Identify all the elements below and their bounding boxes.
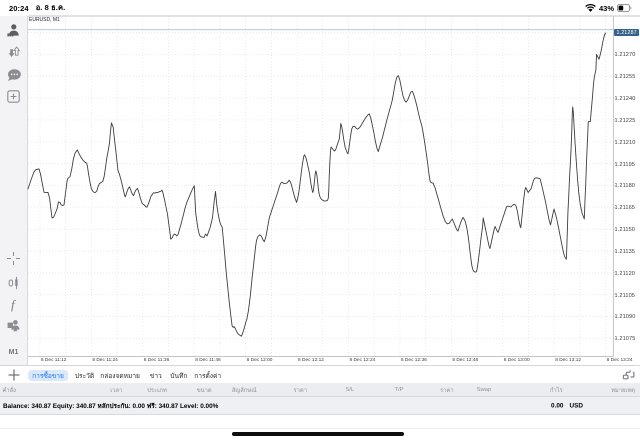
chart-type-icon[interactable] (0, 275, 27, 291)
price-axis-label: 1.21105 (614, 292, 636, 299)
price-axis-label: 1.21195 (614, 161, 636, 168)
time-axis-label: 8 Dec 11:36 (143, 357, 170, 363)
sidebar-toolbar: f M1 (0, 16, 28, 365)
column-header[interactable]: คำสั่ง (2, 387, 17, 394)
tab-history[interactable]: ประวัติ (74, 372, 95, 380)
clock-time: 20:24 (9, 3, 29, 13)
bottom-tab-bar: การซื้อขาย ประวัติ กล่องจดหมาย ข่าว บันทึก กา… (0, 365, 640, 383)
home-indicator[interactable] (232, 431, 404, 436)
chart-symbol-label: EURUSD, M1 (29, 16, 60, 23)
price-axis-label: 1.21090 (614, 314, 636, 321)
price-axis-label: 1.21225 (614, 117, 636, 124)
time-axis-label: 8 Dec 12:12 (298, 357, 324, 363)
price-axis-label: 1.21150 (614, 227, 636, 234)
tab-journal[interactable]: บันทึก (170, 372, 188, 380)
status-date: อ. 8 ธ.ค. (35, 3, 66, 12)
messages-icon[interactable] (0, 66, 27, 84)
price-axis-label: 1.21165 (614, 205, 636, 212)
tab-mailbox[interactable]: กล่องจดหมาย (100, 372, 140, 380)
battery-icon (617, 4, 632, 12)
price-axis-label: 1.21180 (614, 183, 636, 190)
profit-value: 0.00 (551, 402, 564, 409)
price-axis-label: 1.21210 (614, 139, 636, 146)
price-axis-label: 1.21135 (614, 248, 636, 255)
price-axis-label: 1.21120 (614, 270, 636, 277)
column-header[interactable]: ประเภท (147, 387, 167, 394)
time-axis-label: 8 Dec 12:00 (246, 357, 273, 363)
svg-text:f: f (11, 297, 17, 312)
current-price-badge: 1.21287 (613, 29, 640, 37)
column-header[interactable]: ราคา (440, 387, 454, 394)
timeframe-button[interactable]: M1 (0, 345, 27, 359)
column-header[interactable]: Swap (476, 386, 492, 393)
orders-table-header: คำสั่ง เวลา ประเภท ขนาด สัญลักษณ์ ราคา S/L T/P ร… (0, 383, 640, 397)
sort-button[interactable] (622, 369, 635, 381)
account-summary-bar: Balance: 340.87 Equity: 340.87 หลักประกั… (0, 397, 640, 415)
tab-trade[interactable]: การซื้อขาย (28, 369, 68, 381)
battery-percent: 43% (598, 3, 614, 13)
column-header[interactable]: หมายเหตุ (611, 387, 635, 394)
price-axis-label: 1.21075 (614, 336, 636, 343)
timeframe-label: M1 (8, 348, 19, 356)
column-header[interactable]: ราคา (293, 387, 308, 394)
price-axis-label: 1.21270 (614, 52, 636, 59)
price-axis-label: 1.21255 (614, 74, 636, 81)
column-header[interactable]: สัญลักษณ์ (231, 387, 257, 394)
objects-icon[interactable] (0, 317, 27, 333)
quotes-trader-icon[interactable] (0, 21, 27, 39)
time-axis-label: 8 Dec 13:24 (606, 357, 633, 363)
price-axis-label: 1.21240 (614, 96, 636, 103)
time-axis-label: 8 Dec 13:00 (503, 357, 530, 363)
account-summary-text: Balance: 340.87 Equity: 340.87 หลักประกั… (3, 402, 219, 410)
column-header[interactable]: ขนาด (196, 387, 212, 394)
time-axis-label: 8 Dec 11:48 (195, 357, 221, 363)
time-axis-label: 8 Dec 12:48 (452, 357, 479, 363)
time-axis-label: 8 Dec 11:24 (92, 357, 118, 363)
time-axis-label: 8 Dec 11:12 (40, 357, 67, 363)
add-order-button[interactable] (7, 368, 21, 382)
trade-arrows-icon[interactable] (0, 43, 27, 61)
time-axis-label: 8 Dec 13:12 (555, 357, 582, 363)
screen-bottom-divider (0, 428, 640, 429)
tab-settings[interactable]: การตั้งค่า (194, 372, 222, 380)
column-header[interactable]: เวลา (110, 387, 123, 394)
column-header[interactable]: S/L (345, 386, 355, 393)
column-header[interactable]: กำไร (549, 387, 563, 394)
tab-news[interactable]: ข่าว (149, 372, 162, 380)
wifi-icon (585, 3, 596, 13)
column-header[interactable]: T/P (394, 386, 404, 393)
plus-icon (8, 369, 20, 381)
crosshair-icon[interactable] (0, 250, 27, 266)
new-order-icon[interactable] (0, 87, 27, 105)
time-axis-label: 8 Dec 12:36 (400, 357, 427, 363)
profit-currency: USD (569, 402, 584, 409)
status-bar: 20:24 อ. 8 ธ.ค. 43% (0, 0, 640, 16)
sort-icon (622, 370, 635, 380)
indicators-icon[interactable]: f (0, 296, 27, 312)
time-axis-label: 8 Dec 12:24 (349, 357, 376, 363)
